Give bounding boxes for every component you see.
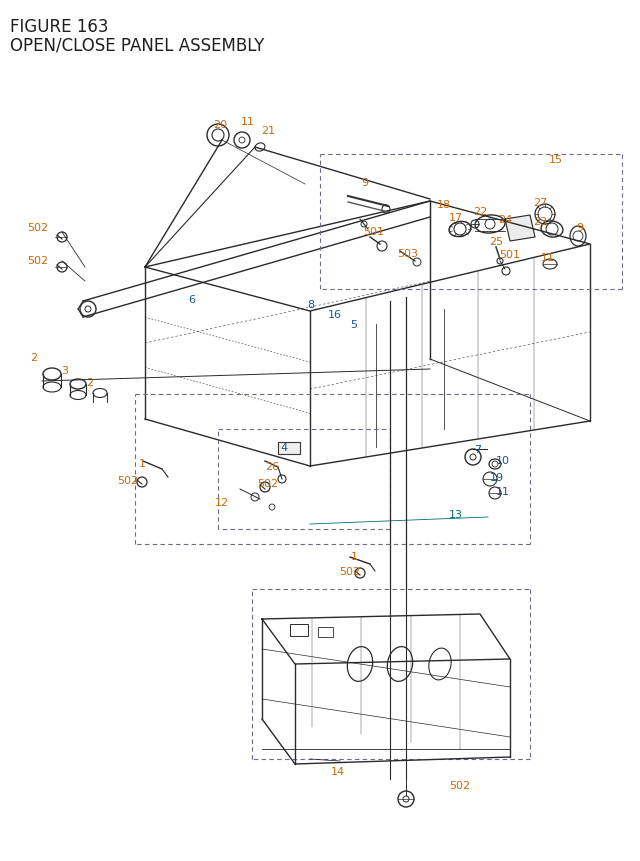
Text: 502: 502 (28, 223, 49, 232)
Text: 8: 8 (307, 300, 315, 310)
Text: 25: 25 (489, 237, 503, 247)
Text: 1: 1 (138, 458, 145, 468)
Polygon shape (505, 216, 535, 242)
Text: 501: 501 (499, 250, 520, 260)
Text: 18: 18 (437, 200, 451, 210)
Text: 502: 502 (117, 475, 139, 486)
Text: 502: 502 (28, 256, 49, 266)
Text: 11: 11 (241, 117, 255, 127)
Text: OPEN/CLOSE PANEL ASSEMBLY: OPEN/CLOSE PANEL ASSEMBLY (10, 36, 264, 54)
Text: 6: 6 (189, 294, 195, 305)
Text: 20: 20 (213, 120, 227, 130)
Text: 27: 27 (533, 198, 547, 208)
Text: FIGURE 163: FIGURE 163 (10, 18, 109, 36)
Text: 11: 11 (541, 253, 555, 263)
Text: 501: 501 (364, 226, 385, 237)
Polygon shape (278, 443, 300, 455)
Text: 13: 13 (449, 510, 463, 519)
Text: 502: 502 (257, 479, 278, 488)
Text: 2: 2 (31, 353, 38, 362)
Text: 14: 14 (331, 766, 345, 776)
Text: 16: 16 (328, 310, 342, 319)
Text: 21: 21 (261, 126, 275, 136)
Text: 19: 19 (490, 473, 504, 482)
Text: 15: 15 (549, 155, 563, 164)
Text: 23: 23 (533, 217, 547, 226)
Text: 2: 2 (86, 378, 93, 387)
Text: 22: 22 (473, 207, 487, 217)
Text: 503: 503 (397, 249, 419, 258)
Text: 24: 24 (498, 214, 512, 225)
Text: 12: 12 (215, 498, 229, 507)
Text: 7: 7 (474, 444, 481, 455)
Bar (278, 443, 300, 455)
Bar (318, 628, 333, 637)
Bar (290, 624, 308, 636)
Text: 4: 4 (280, 443, 287, 453)
Text: 5: 5 (351, 319, 358, 330)
Text: 9: 9 (362, 177, 369, 188)
Text: 17: 17 (449, 213, 463, 223)
Text: 3: 3 (61, 366, 68, 375)
Text: 26: 26 (265, 461, 279, 472)
Text: 1: 1 (351, 551, 358, 561)
Text: 502: 502 (449, 780, 470, 790)
Text: 9: 9 (577, 223, 584, 232)
Text: 11: 11 (496, 486, 510, 497)
Text: 10: 10 (496, 455, 510, 466)
Text: 502: 502 (339, 567, 360, 576)
